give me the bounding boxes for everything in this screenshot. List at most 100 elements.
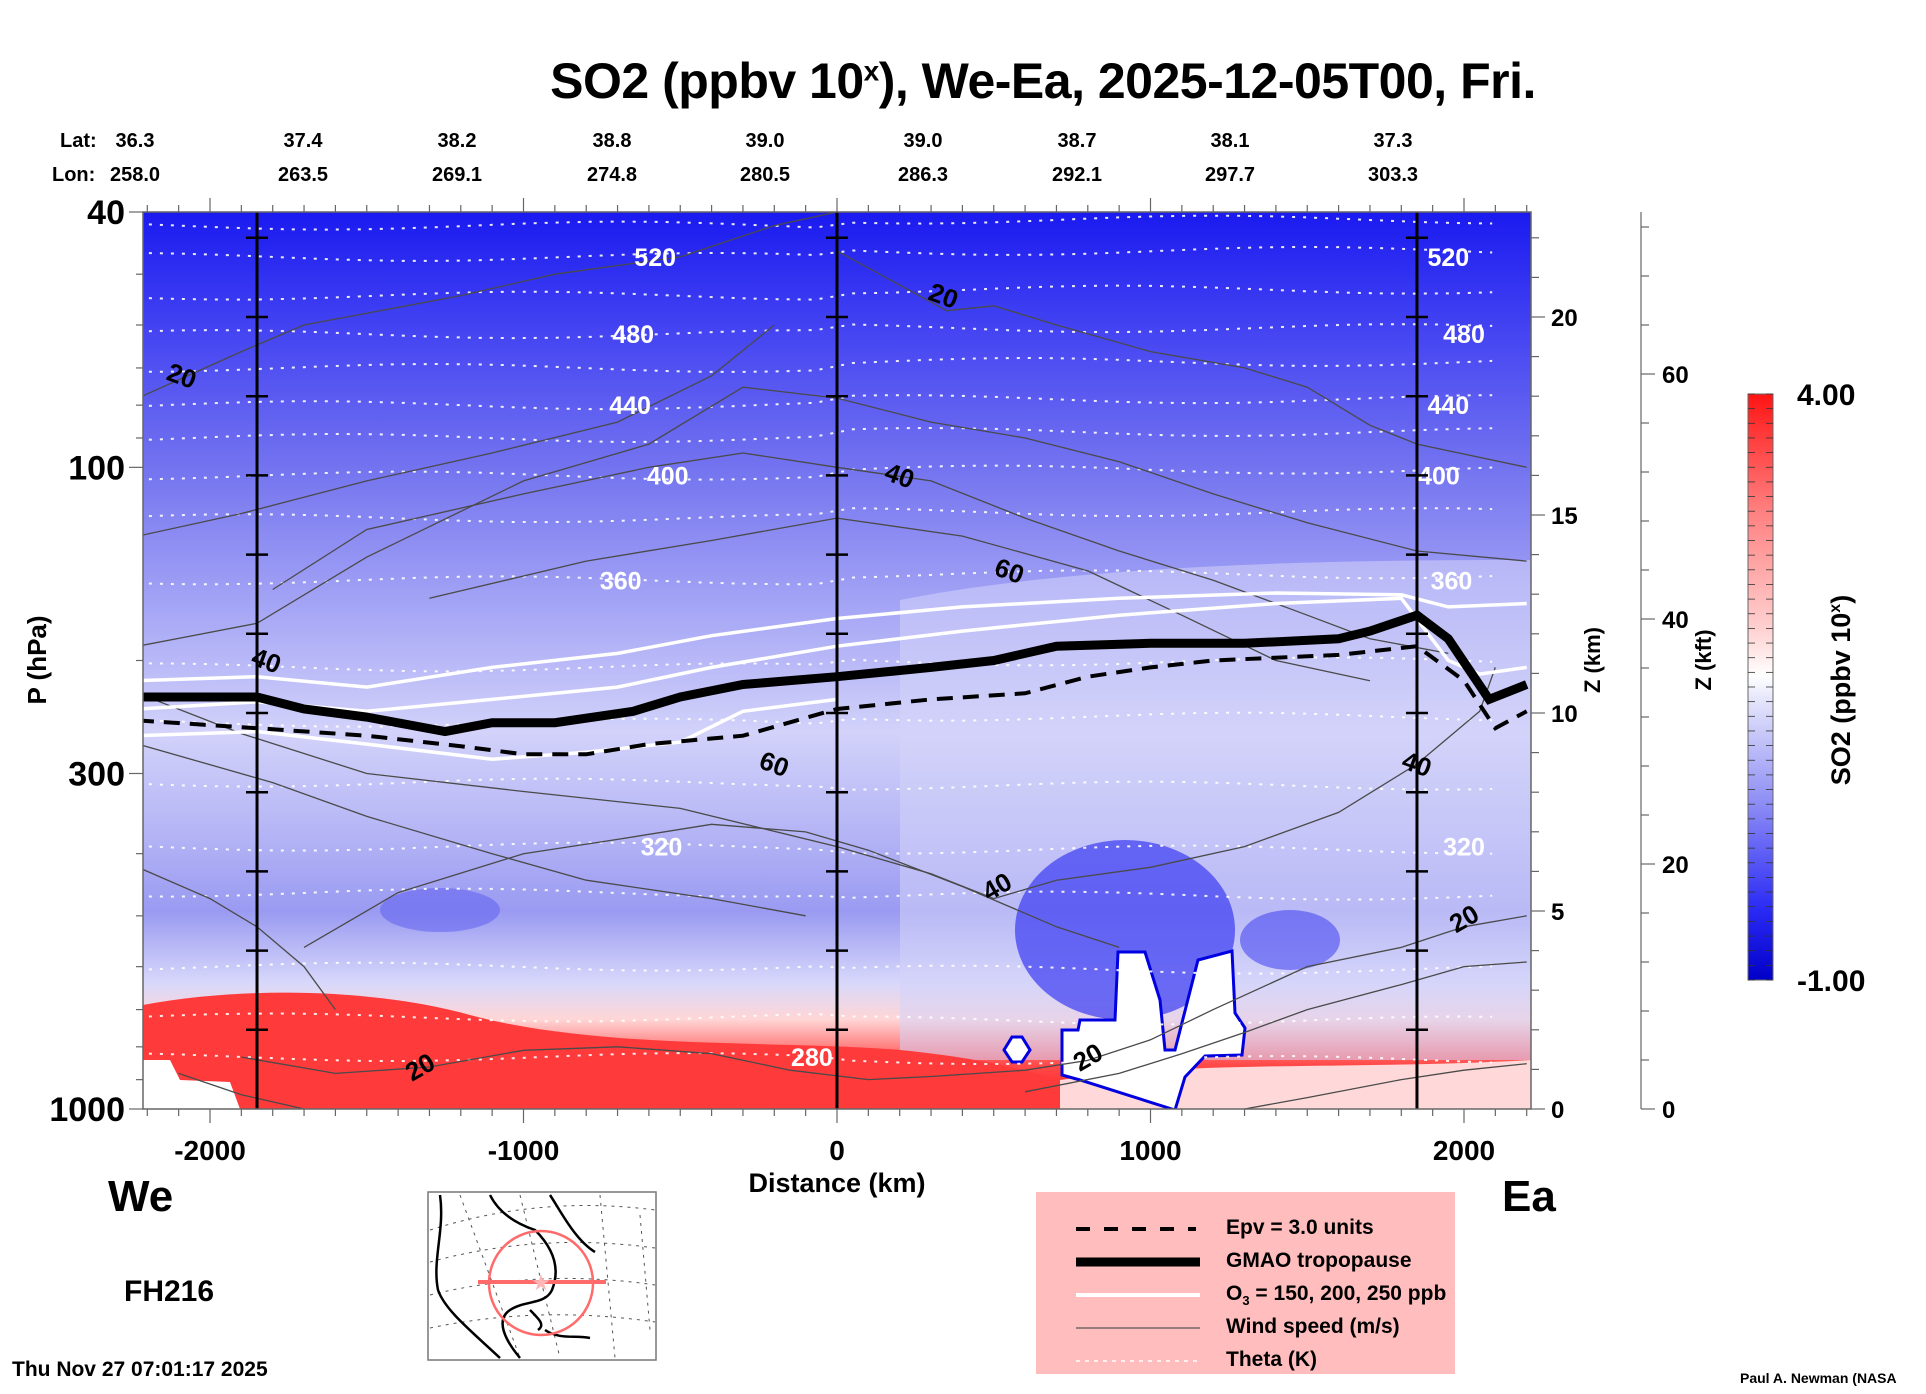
lat-value: 38.1 [1210,130,1250,152]
theta-label: 320 [641,834,683,862]
z-kft-tick-label: 40 [1662,607,1689,634]
z-kft-tick-label: 60 [1662,362,1689,389]
legend-item-ozone: O3 = 150, 200, 250 ppb [1036,1278,1455,1312]
legend-label: Epv = 3.0 units [1226,1216,1374,1239]
section-markers [246,212,1428,1109]
colorbar-ticks [1748,393,1773,981]
theta-label: 360 [600,567,642,595]
z-kft-tick-label: 20 [1662,852,1689,879]
wind-contour [143,212,838,397]
map-graticule [429,1194,656,1359]
wind-contour [1244,1063,1527,1109]
map-center-star-icon: ★ [531,1270,551,1295]
title-superscript: x [863,55,880,87]
y-tick-label: 300 [68,755,125,793]
lon-value: 258.0 [109,164,161,186]
theta-label: 520 [1427,244,1469,272]
lat-value: 36.3 [115,130,155,152]
map-coastlines [435,1194,596,1359]
lat-value: 38.2 [437,130,477,152]
colorbar-min-label: -1.00 [1797,965,1865,998]
theta-label: 520 [634,244,676,272]
wind-contour [836,250,1527,468]
colorbar-label-sup: x [1827,604,1844,613]
west-label: We [108,1172,174,1221]
so2-low-blob [1015,840,1235,1020]
epv-line [143,644,1528,757]
credit: Paul A. Newman (NASA [1740,1370,1897,1386]
z-kft-tick-label: 0 [1662,1097,1675,1124]
title-suffix: ), We-Ea, 2025-12-05T00, Fri. [878,53,1537,109]
lon-value: 274.8 [586,164,638,186]
lat-value: 39.0 [745,130,785,152]
so2-high-surface-region [143,992,1060,1109]
legend-item-theta: Theta (K) [1036,1344,1455,1378]
theta-label: 480 [612,321,654,349]
x-axis: -2000 -1000 0 1000 2000 [146,198,1528,1166]
y-tick-label: 40 [87,194,125,232]
east-label: Ea [1502,1172,1556,1221]
y-axis-label: P (hPa) [22,615,52,704]
x-axis-label: Distance (km) [748,1168,925,1198]
z-km-tick-label: 10 [1551,701,1578,728]
missing-data-left [143,1060,240,1109]
lon-value: 292.1 [1051,164,1103,186]
lat-value: 37.3 [1373,130,1413,152]
lon-value: 263.5 [277,164,329,186]
legend-label: Theta (K) [1226,1348,1317,1371]
lat-value: 37.4 [283,130,323,152]
wind-speed-contours [143,212,1527,1109]
lon-value: 286.3 [897,164,949,186]
y-axis-z-kft: 0 20 40 60 [1640,212,1689,1124]
theta-label: 360 [1431,567,1473,595]
colorbar-max-label: 4.00 [1797,379,1855,412]
wind-contour [143,667,1496,900]
x-tick-label: 2000 [1433,1135,1495,1166]
legend-label: Wind speed (m/s) [1226,1315,1400,1338]
inset-map: ★ [427,1191,657,1361]
lat-label: Lat: [60,130,97,152]
y-axis-pressure: 40 100 300 1000 [49,194,143,1129]
theta-label: 400 [647,463,689,491]
legend-item-epv: Epv = 3.0 units [1036,1212,1455,1246]
so2-low-blob [380,888,500,932]
z-kft-axis-label: Z (kft) [1691,629,1716,690]
legend-label: GMAO tropopause [1226,1249,1412,1272]
missing-data-region [1060,949,1247,1109]
z-km-tick-label: 20 [1551,305,1578,332]
legend-label-sub: 3 [1242,1293,1250,1309]
legend-item-tropopause: GMAO tropopause [1036,1245,1455,1279]
y-axis-z-km: 0 5 10 15 20 [1531,237,1578,1124]
lon-value: 303.3 [1367,164,1419,186]
theta-label: 440 [609,392,651,420]
wind-contour [178,1072,305,1109]
legend-item-wind: Wind speed (m/s) [1036,1311,1455,1345]
ozone-contour [143,596,1527,714]
wind-contour [1024,961,1527,1093]
lat-value: 38.7 [1057,130,1097,152]
x-tick-label: 0 [829,1135,845,1166]
lon-value: 280.5 [739,164,791,186]
forecast-hour: FH216 [124,1275,215,1308]
theta-label: 280 [791,1044,833,1072]
timestamp: Thu Nov 27 07:01:17 2025 [12,1358,268,1381]
tropopause-line [143,610,1529,737]
theta-label: 440 [1427,392,1469,420]
theta-label: 320 [1443,834,1485,862]
legend: Epv = 3.0 units GMAO tropopause O3 = 150… [1036,1192,1455,1374]
colorbar-label: SO2 (ppbv 10x) [1826,595,1856,785]
lon-label: Lon: [52,164,96,186]
wind-contour [143,386,1527,646]
z-km-axis-label: Z (km) [1580,627,1605,693]
legend-label-o: O [1226,1282,1243,1305]
legend-label-rest: = 150, 200, 250 ppb [1249,1282,1447,1305]
wind-contour [303,823,1120,949]
theta-label: 480 [1443,321,1485,349]
lon-value: 269.1 [431,164,483,186]
x-tick-label: -1000 [488,1135,560,1166]
wind-contour [272,452,1449,655]
lat-value: 39.0 [903,130,943,152]
lat-value: 38.8 [592,130,632,152]
